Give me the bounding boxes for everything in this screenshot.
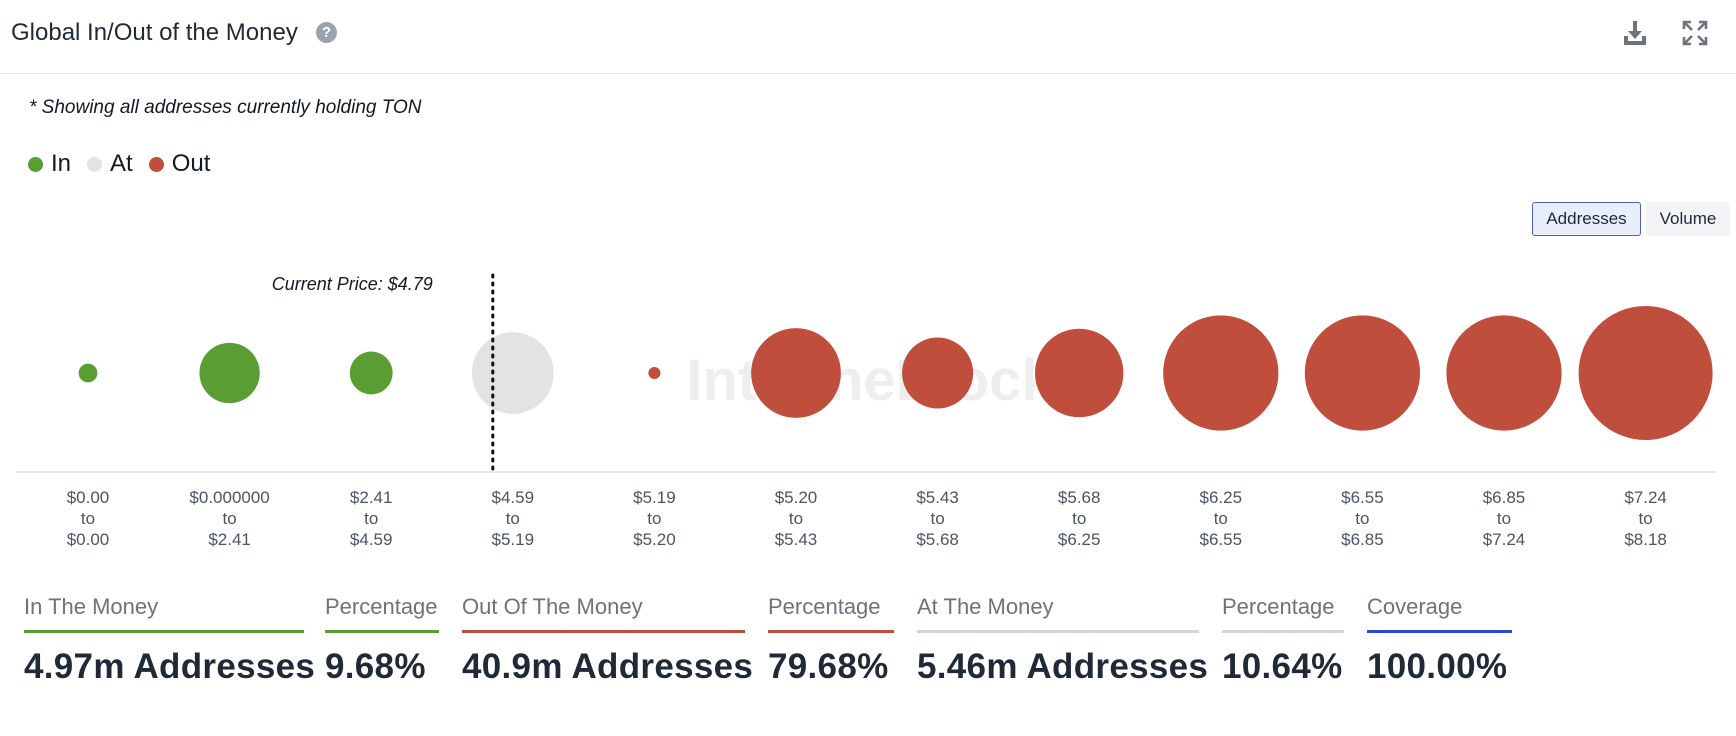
legend-item-in[interactable]: In xyxy=(28,150,71,178)
x-tick-label: $4.59 xyxy=(492,488,535,507)
bubble-out xyxy=(648,366,661,380)
volume-toggle-button[interactable]: Volume xyxy=(1646,202,1730,236)
bubble-out xyxy=(1034,328,1124,418)
stat-at-the-money: At The Money 5.46m Addresses xyxy=(917,594,1209,687)
x-tick-label: $4.59 xyxy=(350,530,393,549)
x-tick-label: $5.43 xyxy=(775,530,818,549)
stat-value: 9.68% xyxy=(325,647,426,686)
x-tick-label: $6.25 xyxy=(1058,530,1101,549)
stat-label: In The Money xyxy=(24,594,159,619)
stat-at-percentage: Percentage 10.64% xyxy=(1222,594,1344,687)
page-title: Global In/Out of the Money xyxy=(11,19,298,46)
stat-value: 5.46m Addresses xyxy=(917,647,1209,686)
x-tick-label: $8.18 xyxy=(1624,530,1667,549)
legend-label-in: In xyxy=(51,150,72,177)
x-tick-label: to xyxy=(789,509,803,528)
x-tick-label: $0.000000 xyxy=(189,488,269,507)
x-tick-label: $6.25 xyxy=(1200,488,1243,507)
x-tick-label: to xyxy=(223,509,237,528)
stat-out-of-the-money: Out Of The Money 40.9m Addresses xyxy=(462,594,754,687)
download-icon[interactable] xyxy=(1620,18,1650,48)
bubble-in xyxy=(199,342,260,404)
x-tick-label: to xyxy=(1639,509,1653,528)
stat-value: 100.00% xyxy=(1367,647,1508,686)
x-tick-label: to xyxy=(931,509,945,528)
stat-label: At The Money xyxy=(917,594,1054,619)
expand-icon[interactable] xyxy=(1680,18,1710,48)
bubble-out xyxy=(1163,315,1279,431)
stat-underline xyxy=(1367,630,1512,633)
x-tick-label: $6.55 xyxy=(1341,488,1384,507)
bubble-out xyxy=(902,337,974,409)
x-tick-label: $7.24 xyxy=(1624,488,1667,507)
bubble-out xyxy=(1578,306,1713,440)
x-tick-label: to xyxy=(1214,509,1228,528)
stat-coverage: Coverage 100.00% xyxy=(1367,594,1512,687)
legend-dot-in xyxy=(28,156,43,172)
stat-value: 40.9m Addresses xyxy=(462,647,754,686)
stat-value: 79.68% xyxy=(768,647,889,686)
x-tick-label: to xyxy=(81,509,95,528)
legend-item-out[interactable]: Out xyxy=(148,150,211,178)
stat-label: Percentage xyxy=(1222,594,1335,619)
x-tick-label: to xyxy=(506,509,520,528)
stat-value: 4.97m Addresses xyxy=(24,647,316,686)
x-tick-label: to xyxy=(1072,509,1086,528)
bubble-in xyxy=(349,351,393,395)
x-tick-label: $5.68 xyxy=(916,530,959,549)
stat-label: Coverage xyxy=(1367,594,1463,619)
stat-in-the-money: In The Money 4.97m Addresses xyxy=(24,594,316,687)
legend-label-out: Out xyxy=(171,150,211,177)
x-tick-label: $6.85 xyxy=(1341,530,1384,549)
x-tick-label: to xyxy=(1355,509,1369,528)
stat-underline xyxy=(917,630,1199,633)
x-tick-label: $5.19 xyxy=(633,488,676,507)
stat-label: Out Of The Money xyxy=(462,594,643,619)
stat-label: Percentage xyxy=(325,594,438,619)
x-tick-label: $5.68 xyxy=(1058,488,1101,507)
x-tick-label: $2.41 xyxy=(208,530,251,549)
bubble-chart: IntoTheBlock $0.00 to $0.00 $0.000000 to $2.41… xyxy=(17,273,1716,549)
bubble-out xyxy=(1304,315,1421,431)
x-tick-label: $5.20 xyxy=(633,530,676,549)
stat-out-percentage: Percentage 79.68% xyxy=(768,594,894,687)
bubble-out xyxy=(1446,315,1562,431)
x-tick-label: $0.00 xyxy=(67,530,110,549)
bubble-out xyxy=(751,328,841,418)
x-tick-label: $6.85 xyxy=(1483,488,1526,507)
question-circle-icon[interactable]: ? xyxy=(316,22,337,43)
legend-item-at[interactable]: At xyxy=(87,150,133,178)
current-price-label: Current Price: $4.79 xyxy=(272,274,433,294)
x-tick-label: $0.00 xyxy=(67,488,110,507)
x-tick-label: $5.20 xyxy=(775,488,818,507)
legend-label-at: At xyxy=(110,150,133,177)
x-tick-label: to xyxy=(647,509,661,528)
stat-value: 10.64% xyxy=(1222,647,1343,686)
chart-legend: In At Out xyxy=(28,150,226,178)
stat-underline xyxy=(768,630,894,633)
x-tick-label: $7.24 xyxy=(1483,530,1526,549)
watermark: IntoTheBlock xyxy=(686,348,1054,413)
legend-dot-out xyxy=(148,156,164,172)
bubble-in xyxy=(78,363,98,383)
stat-underline xyxy=(1222,630,1344,633)
x-tick-label: $6.55 xyxy=(1200,530,1243,549)
stat-underline xyxy=(325,630,439,633)
bubble-at xyxy=(471,332,554,414)
x-tick-label: to xyxy=(364,509,378,528)
legend-dot-at xyxy=(87,156,103,172)
x-tick-label: to xyxy=(1497,509,1511,528)
stat-underline xyxy=(462,630,745,633)
holding-note: * Showing all addresses currently holdin… xyxy=(29,97,422,118)
panel-header: Global In/Out of the Money ? xyxy=(0,0,1736,74)
x-tick-label: $2.41 xyxy=(350,488,393,507)
addresses-toggle-button[interactable]: Addresses xyxy=(1532,202,1641,236)
x-tick-label: $5.43 xyxy=(916,488,959,507)
stat-in-percentage: Percentage 9.68% xyxy=(325,594,439,687)
stat-underline xyxy=(24,630,304,633)
stat-label: Percentage xyxy=(768,594,881,619)
x-tick-label: $5.19 xyxy=(492,530,535,549)
